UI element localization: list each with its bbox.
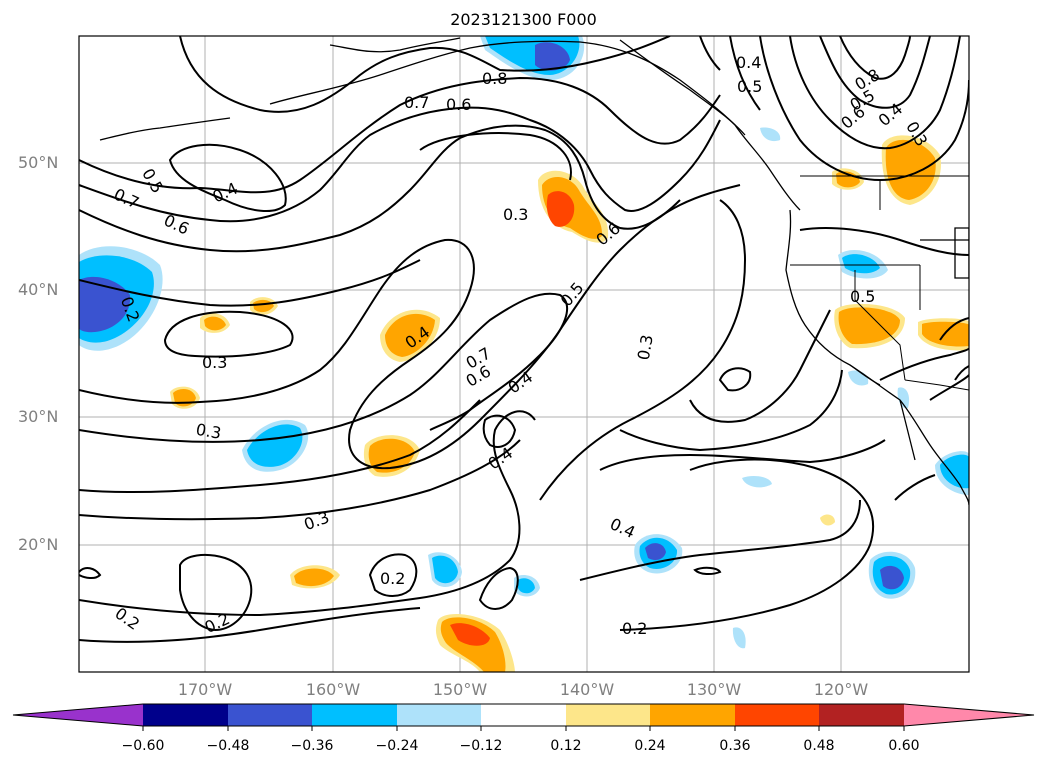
contour-label: 0.5 (850, 287, 875, 306)
contour-label: 0.3 (503, 205, 528, 224)
colorbar-segment (143, 704, 228, 726)
colorbar-extend-right (904, 704, 1034, 726)
colorbar-tick-label: −0.60 (121, 738, 165, 754)
colorbar-tick-label: −0.24 (375, 738, 419, 754)
contour-label: 0.2 (380, 569, 405, 588)
colorbar-tick-label: −0.48 (206, 738, 250, 754)
colorbar-tick-label: 0.36 (719, 738, 751, 754)
colorbar-segment (735, 704, 819, 726)
negative-anomaly-fills (79, 36, 969, 649)
colorbar-tick-label: 0.60 (888, 738, 920, 754)
contour-label: 0.3 (634, 333, 657, 361)
lon-label-170w: 170°W (177, 680, 233, 699)
lat-label-50n: 50°N (18, 153, 59, 172)
colorbar-segment (312, 704, 397, 726)
contour-label: 0.6 (446, 95, 471, 114)
lat-label-20n: 20°N (18, 535, 59, 554)
contour-lines (79, 36, 969, 643)
colorbar-tick-label: −0.36 (290, 738, 334, 754)
lon-label-160w: 160°W (305, 680, 361, 699)
lat-label-30n: 30°N (18, 407, 59, 426)
colorbar-tick-label: −0.12 (459, 738, 503, 754)
colorbar-segment (650, 704, 735, 726)
map-plot-area: 0.4 0.5 0.8 0.7 0.6 0.8 0.5 0.6 0.4 0.3 … (79, 36, 969, 672)
colorbar-segment (397, 704, 481, 726)
lon-label-140w: 140°W (559, 680, 615, 699)
colorbar-tick-label: 0.24 (634, 738, 666, 754)
colorbar-tick-label: 0.48 (803, 738, 835, 754)
lat-label-40n: 40°N (18, 280, 59, 299)
colorbar-extend-left (13, 704, 143, 726)
contour-label: 0.3 (194, 420, 222, 443)
lon-label-120w: 120°W (813, 680, 869, 699)
contour-label: 0.2 (622, 619, 647, 638)
lon-label-130w: 130°W (686, 680, 742, 699)
positive-anomaly-fills (170, 135, 969, 672)
colorbar (12, 703, 1035, 731)
coastlines (99, 37, 969, 506)
contour-label: 0.3 (202, 353, 227, 372)
contour-label: 0.5 (737, 77, 762, 96)
colorbar-segment (819, 704, 904, 726)
contour-label: 0.4 (736, 53, 761, 72)
colorbar-tick-label: 0.12 (550, 738, 582, 754)
contour-label: 0.8 (482, 69, 507, 88)
colorbar-segment (228, 704, 312, 726)
map-title: 2023121300 F000 (450, 10, 597, 29)
lon-label-150w: 150°W (432, 680, 488, 699)
political-borders (790, 175, 969, 391)
colorbar-segment (566, 704, 650, 726)
contour-label: 0.7 (404, 93, 429, 112)
plot-frame (78, 35, 970, 673)
colorbar-segment (481, 704, 566, 726)
